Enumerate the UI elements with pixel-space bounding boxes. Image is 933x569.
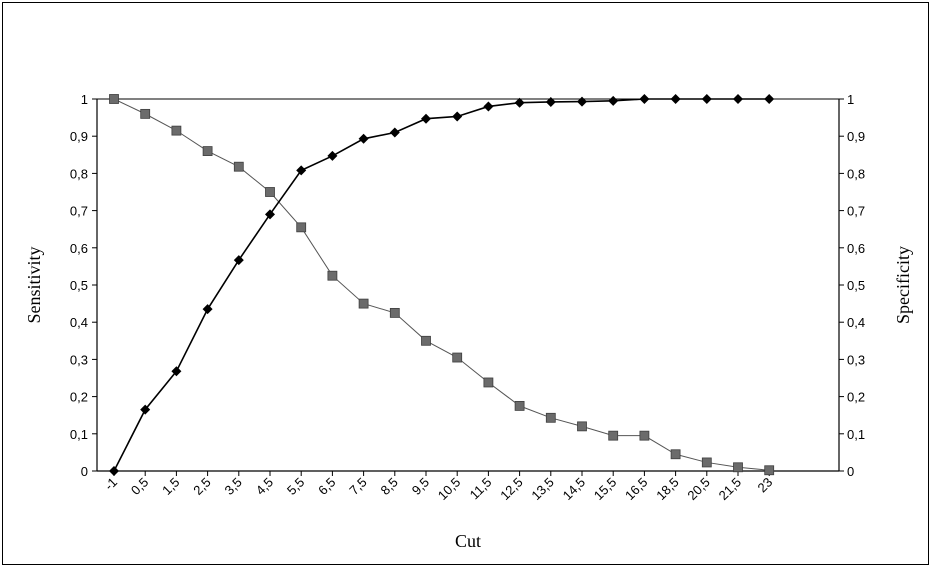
- sensitivity-point: [358, 133, 369, 144]
- sensitivity-point: [109, 466, 119, 476]
- sensitivity-point: [577, 96, 587, 107]
- specificity-point: [545, 412, 556, 423]
- specificity-point: [733, 462, 743, 473]
- sensitivity-point: [452, 111, 463, 122]
- right-tick-label: 0,6: [847, 241, 865, 256]
- left-tick-label: 0,1: [70, 427, 88, 442]
- right-tick-label: 0,5: [847, 278, 865, 293]
- specificity-point: [202, 146, 213, 156]
- specificity-point: [514, 400, 525, 411]
- x-tick-label: 14,5: [560, 475, 589, 504]
- right-tick-label: 0,8: [847, 166, 865, 181]
- x-tick-label: 0,5: [128, 475, 151, 498]
- x-tick-label: 20,5: [684, 475, 713, 504]
- right-y-axis-title: Specificity: [893, 246, 913, 324]
- x-tick-label: 21,5: [716, 475, 745, 504]
- right-tick-label: 0: [847, 464, 854, 479]
- sensitivity-point: [514, 97, 525, 108]
- x-tick-label: 4,5: [253, 475, 276, 498]
- x-tick-label: 15,5: [591, 475, 620, 504]
- x-tick-label: 3,5: [222, 475, 245, 498]
- sensitivity-point: [202, 304, 213, 315]
- specificity-point: [670, 449, 681, 460]
- x-tick-label: -1: [101, 475, 120, 494]
- sensitivity-point: [483, 101, 494, 112]
- right-tick-label: 1: [847, 92, 854, 107]
- sensitivity-point: [389, 127, 400, 138]
- sensitivity-line: [113, 98, 770, 472]
- x-tick-label: 9,5: [409, 475, 432, 498]
- right-y-ticks: 0 0,1 0,2 0,3 0,4 0,5 0,6 0,7 0,8 0,9 1: [839, 92, 865, 479]
- specificity-point: [140, 108, 151, 119]
- sensitivity-point: [327, 150, 338, 161]
- sensitivity-point: [171, 366, 182, 377]
- specificity-point: [421, 335, 431, 346]
- left-tick-label: 0,2: [70, 390, 88, 405]
- right-tick-label: 0,2: [847, 390, 865, 405]
- x-tick-label: 8,5: [378, 475, 401, 498]
- x-tick-label: 7,5: [346, 475, 369, 498]
- x-tick-label: 11,5: [467, 475, 495, 503]
- specificity-point: [483, 377, 494, 388]
- x-tick-label: 5,5: [284, 475, 307, 498]
- x-ticks: -1 0,5 1,5 2,5 3,5 4,5 5,5 6,5 7,5 8,5 9,5 10,5 11,5…: [101, 471, 775, 503]
- left-tick-label: 0,7: [70, 204, 88, 219]
- specificity-point: [233, 161, 244, 172]
- x-tick-label: 18,5: [653, 475, 682, 504]
- specificity-point: [171, 125, 182, 136]
- sensitivity-point: [608, 95, 619, 106]
- left-tick-label: 0,5: [70, 278, 88, 293]
- specificity-point: [296, 222, 307, 233]
- left-tick-label: 0: [81, 464, 88, 479]
- right-tick-label: 0,9: [847, 129, 865, 144]
- left-y-ticks: 0 0,1 0,2 0,3 0,4 0,5 0,6 0,7 0,8 0,9 1: [70, 92, 97, 479]
- sensitivity-point: [296, 165, 307, 176]
- x-tick-label: 23: [754, 475, 775, 496]
- sensitivity-point: [233, 255, 244, 266]
- x-tick-label: 1,5: [159, 475, 182, 498]
- left-tick-label: 0,6: [70, 241, 88, 256]
- x-tick-label: 13,5: [528, 475, 557, 504]
- specificity-point: [608, 430, 619, 441]
- right-tick-label: 0,3: [847, 352, 865, 367]
- specificity-point: [265, 187, 275, 197]
- specificity-point: [358, 298, 369, 309]
- sensitivity-point: [265, 209, 275, 220]
- specificity-point: [701, 457, 712, 468]
- x-tick-label: 12,5: [497, 475, 526, 504]
- left-tick-label: 0,4: [70, 315, 88, 330]
- specificity-point: [577, 421, 587, 432]
- left-tick-label: 0,3: [70, 352, 88, 367]
- sensitivity-point: [421, 113, 431, 124]
- specificity-point: [327, 270, 338, 281]
- left-tick-label: 1: [81, 92, 88, 107]
- left-y-axis-title: Sensitivity: [24, 246, 44, 323]
- specificity-point: [639, 430, 650, 441]
- specificity-point: [389, 307, 400, 318]
- left-tick-label: 0,8: [70, 166, 88, 181]
- x-tick-label: 10,5: [435, 475, 464, 504]
- x-axis-title: Cut: [455, 531, 481, 551]
- x-tick-label: 2,5: [190, 475, 213, 498]
- sensitivity-point: [733, 94, 743, 104]
- specificity-point: [764, 465, 775, 476]
- left-tick-label: 0,9: [70, 129, 88, 144]
- specificity-point: [109, 94, 119, 104]
- specificity-line: [113, 98, 770, 471]
- series-layer: [109, 94, 775, 476]
- sensitivity-point: [140, 404, 151, 415]
- sensitivity-point: [701, 94, 712, 104]
- right-tick-label: 0,7: [847, 204, 865, 219]
- sensitivity-point: [545, 96, 556, 107]
- specificity-point: [452, 352, 463, 363]
- sensitivity-point: [639, 94, 650, 104]
- right-tick-label: 0,4: [847, 315, 865, 330]
- right-tick-label: 0,1: [847, 427, 865, 442]
- x-tick-label: 6,5: [315, 475, 338, 498]
- sensitivity-point: [670, 94, 681, 104]
- sensitivity-point: [764, 94, 775, 104]
- x-tick-label: 16,5: [622, 475, 651, 504]
